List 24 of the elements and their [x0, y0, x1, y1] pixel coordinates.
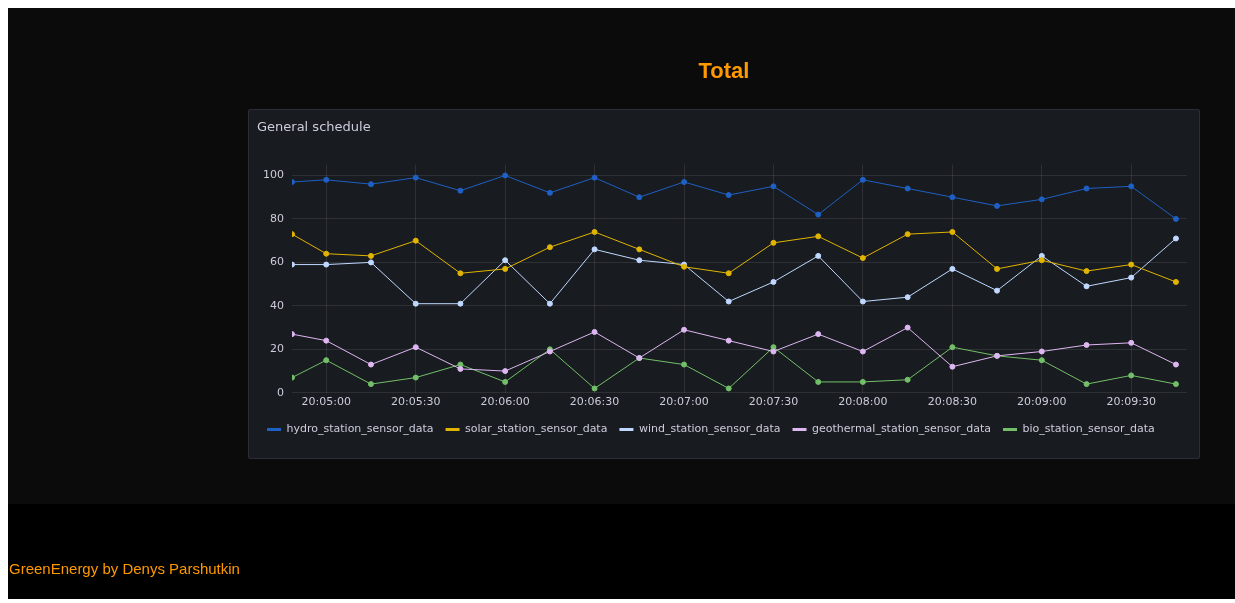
text: GreenEnergy by Denys Parshutkin [9, 560, 240, 577]
x-tick-label: 20:08:30 [927, 395, 978, 409]
x-tick-label: 20:09:30 [1106, 395, 1156, 409]
x-tick-label: 20:05:00 [301, 395, 351, 409]
x-tick-label: 20:07:00 [659, 395, 709, 409]
legend-label: hydro_station_sensor_data [286, 422, 434, 436]
y-tick-label: 0 [277, 385, 284, 399]
y-tick-label: 100 [263, 168, 284, 182]
y-tick-label: 40 [270, 298, 284, 312]
x-tick-label: 20:07:30 [748, 395, 799, 409]
y-tick-label: 20 [270, 342, 284, 356]
chart-subtitle: General schedule [257, 119, 371, 134]
chart-title: Total [697, 58, 751, 84]
legend-label: bio_station_sensor_data [1022, 422, 1155, 436]
legend-label: geothermal_station_sensor_data [812, 422, 991, 436]
legend-label: solar_station_sensor_data [465, 422, 608, 436]
y-tick-label: 80 [270, 211, 284, 225]
x-tick-label: 20:08:00 [838, 395, 888, 409]
x-tick-label: 20:06:00 [480, 395, 530, 409]
legend-label: wind_station_sensor_data [638, 422, 781, 436]
x-tick-label: 20:06:30 [569, 395, 620, 409]
x-tick-label: 20:05:30 [391, 395, 441, 409]
y-tick-label: 60 [270, 255, 284, 269]
x-tick-label: 20:09:00 [1017, 395, 1067, 409]
